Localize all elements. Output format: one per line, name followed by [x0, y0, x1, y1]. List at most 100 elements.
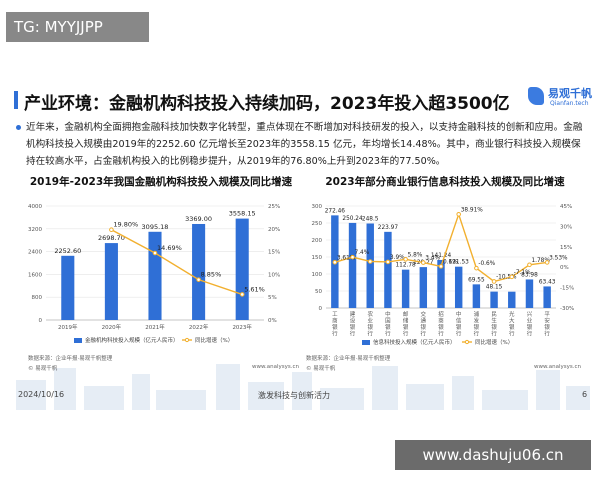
growth-rate-point — [332, 259, 338, 265]
y-left-tick-label: 4000 — [28, 204, 42, 210]
bar-value-label: 223.97 — [378, 225, 399, 231]
chart-1-brand: © 易观千帆 — [28, 366, 58, 372]
overlay-tag: TG: MYYJJPP — [6, 12, 149, 42]
y-left-tick-label: 0 — [319, 306, 323, 312]
y-right-tick-label: 25% — [268, 204, 280, 210]
bar-value-label: 3369.00 — [185, 215, 212, 223]
growth-rate-point — [109, 227, 114, 233]
y-left-tick-label: 150 — [312, 255, 323, 261]
x-tick-label: 商 — [438, 317, 444, 325]
y-right-tick-label: 0% — [268, 318, 277, 324]
bar-value-label: 3558.15 — [229, 210, 256, 218]
x-tick-label: 生 — [491, 317, 497, 325]
x-tick-label: 兴 — [527, 310, 533, 318]
y-left-tick-label: 50 — [315, 289, 322, 295]
bar-value-label: 48.15 — [486, 285, 503, 291]
x-tick-label: 行 — [332, 330, 338, 338]
bar-value-label: 248.5 — [362, 217, 379, 223]
bar — [508, 291, 516, 308]
x-tick-label: 银 — [456, 323, 462, 331]
x-tick-label: 2020年 — [102, 323, 122, 331]
growth-rate-label: 14.69% — [157, 244, 182, 252]
x-tick-label: 银 — [350, 323, 356, 331]
bar-value-label: 63.43 — [539, 279, 556, 285]
city-skyline-decoration — [16, 364, 590, 410]
brand-logo: 易观千帆 Qianfan.tech — [528, 84, 594, 112]
chart-2-url: www.analysys.cn — [534, 364, 581, 370]
bar-value-label: 112.78 — [395, 263, 416, 269]
legend-line-label: 同比增速（%） — [195, 336, 233, 344]
x-tick-label: 2023年 — [232, 323, 252, 331]
x-tick-label: 民 — [491, 311, 497, 318]
bar — [384, 231, 392, 308]
growth-rate-label: 3.61% — [337, 255, 356, 261]
bar — [235, 218, 249, 320]
bar-value-label: 3095.18 — [142, 223, 169, 231]
x-tick-label: 浦 — [474, 310, 480, 318]
growth-rate-label: 5.61% — [244, 285, 265, 293]
legend-line-label: 同比增速（%） — [475, 338, 513, 346]
bar — [490, 291, 498, 308]
growth-rate-label: 3.53% — [549, 255, 568, 261]
chart-1-title: 2019年-2023年我国金融机构科技投入规模及同比增速 — [29, 176, 293, 188]
legend-bar-swatch — [74, 338, 82, 343]
y-left-tick-label: 300 — [312, 204, 323, 210]
growth-rate-point — [350, 254, 355, 260]
x-tick-label: 银 — [403, 323, 409, 331]
footer-date: 2024/10/16 — [18, 390, 65, 399]
growth-rate-label: 19.80% — [113, 221, 138, 229]
growth-rate-point — [367, 259, 373, 264]
y-left-tick-label: 0 — [39, 318, 43, 324]
growth-rate-point — [239, 292, 245, 297]
x-tick-label: 设 — [350, 317, 356, 325]
brand-logo-sub: Qianfan.tech — [550, 100, 589, 107]
slide — [6, 50, 594, 410]
y-left-tick-label: 800 — [32, 295, 43, 301]
y-left-tick-label: 3200 — [28, 227, 42, 233]
bar-value-label: 250.24 — [342, 216, 363, 222]
x-tick-label: 中 — [456, 310, 462, 318]
growth-rate-point — [152, 250, 158, 256]
brand-logo-icon — [528, 87, 544, 105]
x-tick-label: 行 — [527, 330, 533, 338]
brand-logo-name: 易观千帆 — [548, 87, 592, 100]
bar — [104, 243, 118, 320]
x-tick-label: 行 — [421, 330, 427, 338]
bar — [148, 231, 162, 320]
x-tick-label: 行 — [350, 330, 356, 338]
growth-rate-label: 1.78% — [531, 258, 550, 264]
y-left-tick-label: 100 — [312, 272, 323, 278]
x-tick-label: 行 — [474, 330, 480, 338]
x-tick-label: 银 — [385, 323, 391, 331]
growth-rate-point — [474, 265, 479, 271]
bar — [419, 267, 428, 308]
y-right-tick-label: 15% — [268, 250, 280, 256]
legend-bar-swatch — [362, 340, 370, 345]
growth-rate-point — [491, 279, 497, 284]
growth-rate-line — [111, 229, 243, 296]
x-tick-label: 国 — [385, 318, 391, 325]
bar-value-label: 272.46 — [325, 208, 346, 214]
x-tick-label: 银 — [474, 323, 480, 331]
x-tick-label: 行 — [403, 330, 409, 338]
growth-rate-label: 8.85% — [201, 271, 222, 279]
chart-2-brand: © 易观千帆 — [306, 366, 336, 372]
bar — [472, 284, 481, 308]
x-tick-label: 银 — [509, 323, 515, 331]
x-tick-label: 2022年 — [189, 323, 209, 331]
growth-rate-point — [403, 257, 408, 262]
bar — [454, 266, 463, 308]
growth-rate-point — [385, 259, 391, 265]
growth-rate-label: -10.5% — [496, 274, 517, 280]
y-right-tick-label: -30% — [560, 306, 574, 312]
growth-rate-label: 38.91% — [461, 207, 484, 213]
x-tick-label: 农 — [367, 310, 373, 318]
y-right-tick-label: 10% — [268, 272, 280, 278]
x-tick-label: 银 — [421, 323, 427, 331]
intro-paragraph-text: 近年来，金融机构全面拥抱金融科技加快数字化转型，重点体现在不断增加对科技研发的投… — [26, 122, 583, 167]
x-tick-label: 银 — [438, 323, 444, 331]
growth-rate-label: 5.8% — [408, 252, 423, 258]
growth-rate-point — [196, 277, 201, 282]
growth-rate-label: 7.4% — [355, 250, 370, 256]
headline-accent-bar — [14, 91, 18, 109]
